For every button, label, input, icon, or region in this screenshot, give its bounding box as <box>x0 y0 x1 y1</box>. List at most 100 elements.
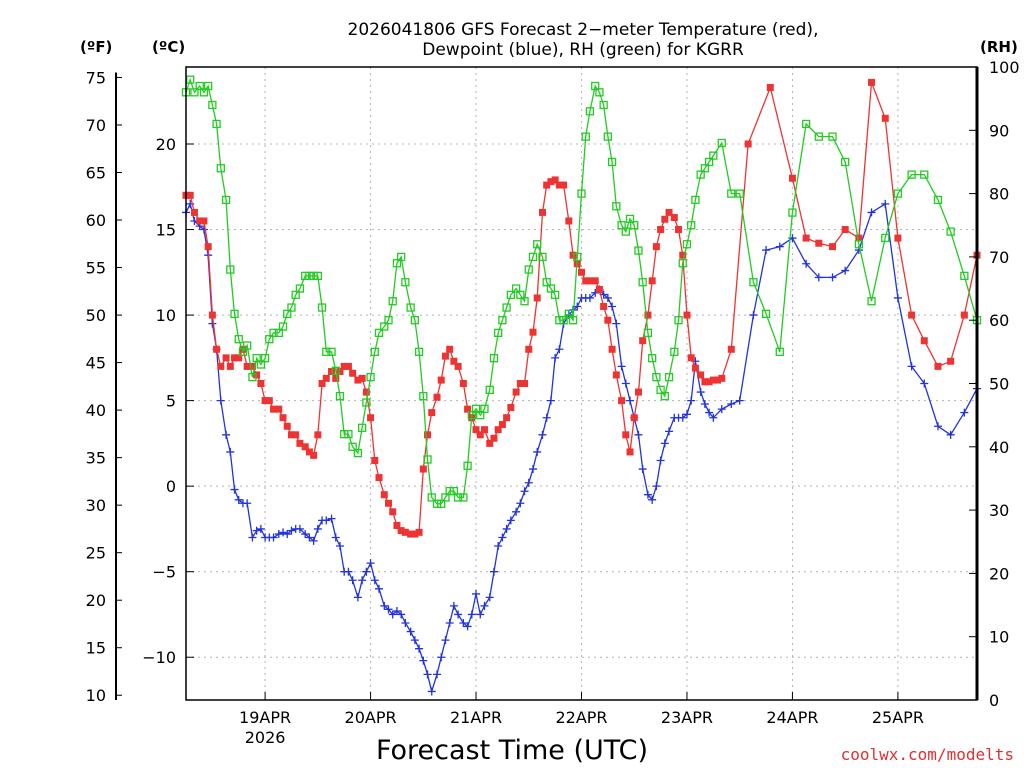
temperature-point <box>555 181 563 189</box>
fahrenheit-tick-label: 50 <box>86 306 106 325</box>
temperature-point <box>612 371 620 379</box>
temperature-point <box>608 345 616 353</box>
rh-tick-label: 0 <box>989 691 999 710</box>
temperature-point <box>437 376 445 384</box>
temperature-point <box>687 354 695 362</box>
temperature-point <box>533 294 541 302</box>
temperature-point <box>301 443 309 451</box>
temperature-point <box>375 474 383 482</box>
rh-point <box>591 81 600 91</box>
dewpoint-point <box>749 311 758 320</box>
rh-point <box>498 316 507 325</box>
dewpoint-point <box>476 610 485 619</box>
rh-point <box>203 81 213 91</box>
temperature-point <box>344 362 352 370</box>
temperature-point <box>908 311 916 319</box>
rh-point <box>625 214 635 224</box>
dewpoint-point <box>370 576 379 585</box>
temperature-point <box>235 354 243 362</box>
dewpoint-point <box>445 619 454 628</box>
dewpoint-point <box>375 584 384 593</box>
dewpoint-point <box>423 670 432 679</box>
rh-point <box>828 132 837 141</box>
celsius-tick-label: 0 <box>166 477 176 496</box>
rh-point <box>449 486 459 496</box>
dewpoint-point <box>406 627 415 636</box>
rh-point <box>453 493 463 502</box>
dewpoint-point <box>585 293 594 302</box>
dewpoint-point <box>494 542 503 551</box>
dewpoint-point <box>867 208 876 217</box>
dewpoint-point <box>480 601 489 610</box>
temperature-point <box>275 405 283 413</box>
rh-point <box>674 316 683 325</box>
dewpoint-point <box>331 533 340 542</box>
temperature-point <box>604 316 612 324</box>
dewpoint-point <box>516 499 525 508</box>
temperature-point <box>709 376 717 384</box>
dewpoint-point <box>960 408 969 417</box>
dewpoint-point <box>634 430 643 439</box>
rh-point <box>670 347 679 357</box>
temperature-point <box>665 208 673 216</box>
fahrenheit-tick-label: 35 <box>86 449 106 468</box>
temperature-point <box>362 388 370 396</box>
rh-point <box>392 259 402 268</box>
rh-point <box>577 189 586 198</box>
rh-point <box>226 265 235 274</box>
dewpoint-point <box>401 619 410 628</box>
dewpoint-point <box>301 530 310 539</box>
rh-point <box>322 347 331 357</box>
dewpoint-point <box>652 482 661 491</box>
rh-tick-label: 90 <box>989 121 1009 140</box>
temperature-point <box>934 362 942 370</box>
temperature-point <box>600 303 608 311</box>
relative-humidity-series <box>181 75 982 508</box>
dewpoint-point <box>216 396 225 405</box>
dewpoint-series <box>182 199 981 696</box>
dewpoint-point <box>463 622 472 631</box>
dewpoint-point <box>222 430 231 439</box>
dewpoint-point <box>287 526 296 535</box>
celsius-tick-label: 10 <box>156 306 176 325</box>
temperature-point <box>314 431 322 439</box>
rh-point <box>437 499 446 508</box>
rh-point <box>269 328 278 338</box>
dewpoint-point <box>660 439 669 448</box>
dewpoint-point <box>274 530 283 539</box>
temperature-point <box>480 426 488 434</box>
rh-point <box>406 303 415 312</box>
celsius-unit-label: (ºC) <box>152 38 185 56</box>
dewpoint-point <box>907 362 916 371</box>
dewpoint-point <box>638 465 647 474</box>
dewpoint-point <box>295 524 304 533</box>
temperature-point <box>498 421 506 429</box>
temperature-point <box>744 140 752 148</box>
rh-point <box>208 100 217 110</box>
x-axis-title: Forecast Time (UTC) <box>376 735 648 766</box>
dewpoint-point <box>248 533 257 542</box>
rh-point <box>252 354 261 363</box>
dewpoint-point <box>433 670 442 679</box>
fahrenheit-tick-label: 30 <box>86 496 106 515</box>
temperature-point <box>472 426 480 434</box>
temperature-point <box>411 530 419 538</box>
temperature-point <box>661 215 669 223</box>
rh-point <box>638 278 647 287</box>
rh-point <box>814 132 823 141</box>
fahrenheit-tick-label: 75 <box>86 68 106 87</box>
temperature-point <box>292 431 300 439</box>
dewpoint-point <box>727 400 736 409</box>
x-tick-label: 23APR <box>661 708 713 727</box>
dewpoint-point <box>678 413 687 422</box>
dewpoint-point <box>441 636 450 645</box>
rh-point <box>327 347 336 357</box>
temperature-point <box>507 403 515 411</box>
rh-point <box>476 410 485 420</box>
rh-point <box>893 189 903 198</box>
rh-point <box>700 164 710 173</box>
temperature-point <box>358 374 366 382</box>
rh-point <box>502 303 511 312</box>
rh-point <box>854 240 864 249</box>
dewpoint-point <box>269 533 278 542</box>
